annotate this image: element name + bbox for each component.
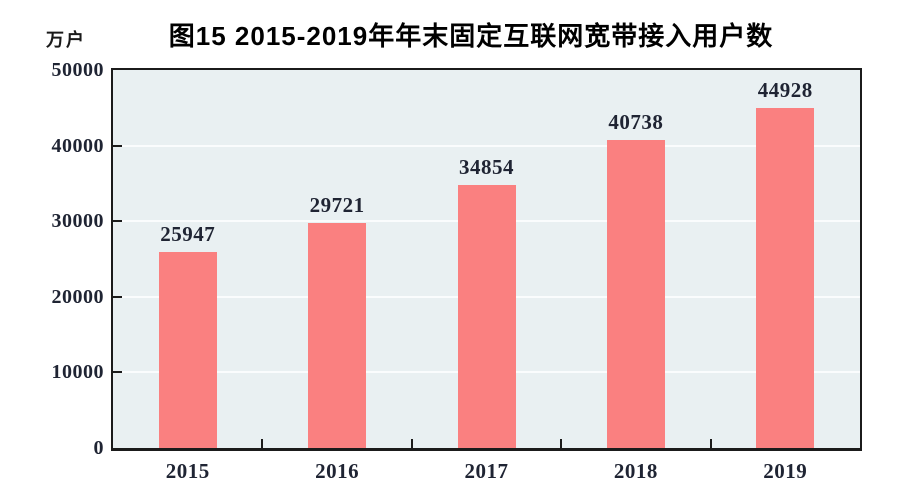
- y-tick-label-0: 0: [93, 437, 104, 459]
- x-tick-label-2017: 2017: [464, 459, 509, 483]
- chart-title: 图15 2015-2019年年末固定互联网宽带接入用户数: [168, 21, 774, 51]
- bar-2017: [457, 184, 516, 448]
- x-tick-mark-3: [560, 439, 563, 448]
- x-tick-label-2018: 2018: [613, 459, 658, 483]
- y-tick-mark-20000: [113, 295, 122, 298]
- y-axis-tick-labels: 0 10000 20000 30000 40000 50000: [0, 0, 104, 499]
- y-tick-mark-10000: [113, 371, 122, 374]
- x-tick-label-2015: 2015: [165, 459, 210, 483]
- y-tick-mark-30000: [113, 220, 122, 223]
- bar-2016: [308, 223, 367, 448]
- x-tick-label-2016: 2016: [315, 459, 360, 483]
- y-tick-mark-40000: [113, 144, 122, 147]
- x-axis-tick-labels: 2015 2016 2017 2018 2019: [113, 458, 860, 488]
- plot-area: 25947 29721 34854 40738 44928: [111, 68, 862, 451]
- bar-2019: [756, 108, 815, 448]
- bar-value-label-2018: 40738: [608, 110, 664, 135]
- x-tick-label-2019: 2019: [763, 459, 808, 483]
- x-tick-mark-4: [709, 439, 712, 448]
- bar-value-label-2016: 29721: [309, 193, 365, 218]
- y-tick-label-30000: 30000: [51, 210, 104, 233]
- y-tick-label-20000: 20000: [51, 285, 104, 308]
- x-tick-mark-2: [410, 439, 413, 448]
- bar-value-label-2015: 25947: [160, 221, 216, 246]
- bar-value-label-2019: 44928: [757, 78, 813, 103]
- bar-value-label-2017: 34854: [459, 154, 514, 179]
- y-tick-label-50000: 50000: [51, 59, 104, 81]
- y-axis-unit-label: 万户: [46, 30, 86, 50]
- bar-2018: [606, 140, 665, 448]
- y-tick-label-10000: 10000: [51, 361, 104, 384]
- gridline-40000: [113, 144, 860, 147]
- y-tick-label-40000: 40000: [51, 134, 104, 157]
- x-tick-mark-1: [261, 439, 264, 448]
- bar-2015: [158, 251, 217, 448]
